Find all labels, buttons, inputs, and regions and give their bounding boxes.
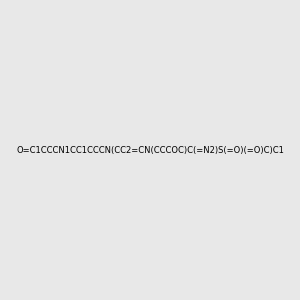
Text: O=C1CCCN1CC1CCCN(CC2=CN(CCCOC)C(=N2)S(=O)(=O)C)C1: O=C1CCCN1CC1CCCN(CC2=CN(CCCOC)C(=N2)S(=O…	[16, 146, 284, 154]
